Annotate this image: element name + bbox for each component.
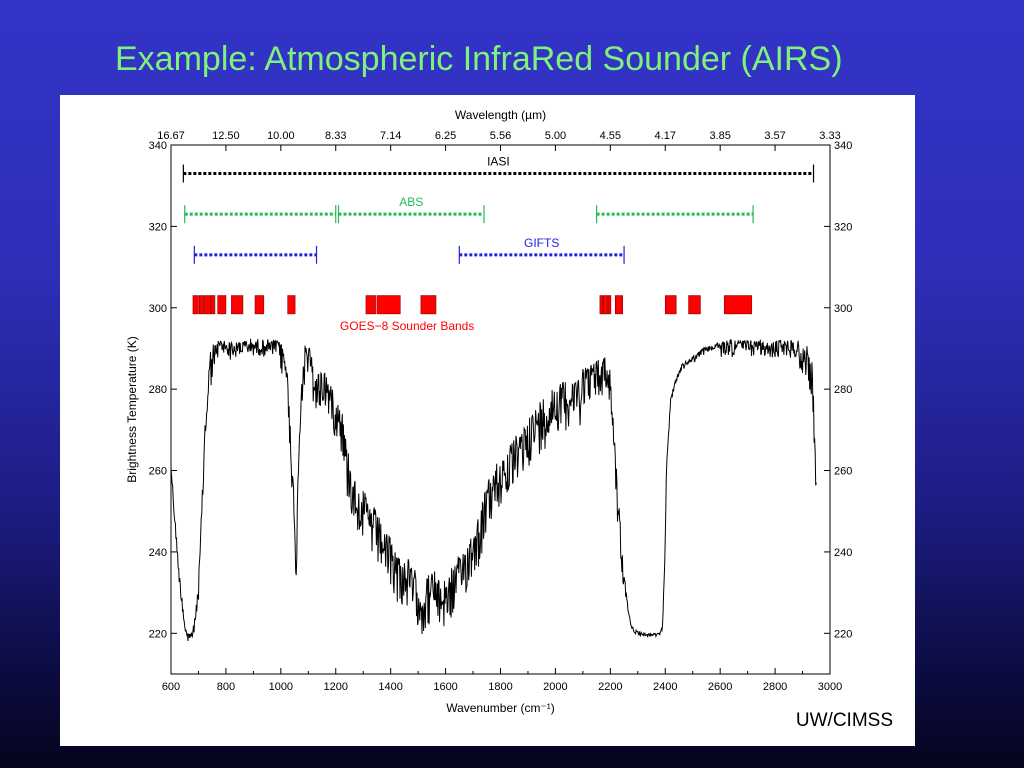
x-tick-label: 2600 [708,681,732,693]
x2-tick-label: 6.25 [435,130,456,142]
y-tick-label-right: 240 [834,547,852,559]
goes-band [614,295,623,315]
axes: 600 800 1000 1200 1400 1600 1800 2000 2200 2400 26… [149,130,853,693]
x2-tick-label: 10.00 [267,130,295,142]
y-tick-label: 340 [149,140,167,152]
x2-tick-label: 5.56 [490,130,511,142]
instrument-label: GIFTS [524,236,559,250]
x2-tick-label: 4.17 [655,130,676,142]
goes-band [231,295,244,315]
goes-band [376,295,401,315]
x2-tick-label: 16.67 [157,130,185,142]
x-tick-label: 3000 [818,681,842,693]
goes-band [198,295,204,315]
goes-band [599,295,603,315]
goes-band [217,295,227,315]
x-tick-label: 800 [217,681,235,693]
instrument-label: IASI [487,154,510,168]
y-tick-label: 220 [149,628,167,640]
x2-tick-label: 8.33 [325,130,346,142]
y-tick-label-right: 280 [834,384,852,396]
goes-band [254,295,265,315]
x-tick-label: 1000 [269,681,293,693]
x-tick-label: 2400 [653,681,677,693]
x-tick-label: 2000 [543,681,567,693]
goes-band [365,295,376,315]
instrument-ranges: IASI ABS GIFTS [182,154,815,264]
x2-tick-label: 12.50 [212,130,240,142]
y-axis-label: Brightness Temperature (K) [125,336,139,483]
x-axis-label: Wavenumber (cm⁻¹) [446,701,555,715]
y-tick-label: 280 [149,384,167,396]
goes-bands [192,295,753,315]
instrument-label: ABS [399,195,423,209]
goes-band [664,295,677,315]
y-tick-label: 320 [149,221,167,233]
x-tick-label: 2800 [763,681,787,693]
x2-tick-label: 3.57 [764,130,785,142]
goes-band [192,295,199,315]
x2-tick-label: 3.33 [819,130,840,142]
y-tick-label-right: 300 [834,303,852,315]
goes-band [287,295,296,315]
goes-band [688,295,701,315]
x2-tick-label: 5.00 [545,130,566,142]
plot-frame [170,144,831,675]
x-tick-label: 2200 [598,681,622,693]
x-tick-label: 1200 [324,681,348,693]
goes-band [607,295,612,315]
goes-bands-label: GOES−8 Sounder Bands [340,319,474,333]
x-tick-label: 1400 [378,681,402,693]
airs-spectrum-chart: IASI ABS GIFTS 600 800 1000 1200 1400 1600 1800 2… [125,108,853,715]
spectrum-series [170,338,817,641]
credit-text: UW/CIMSS [795,710,893,731]
goes-band [203,295,212,315]
goes-band [723,295,753,315]
x2-tick-label: 7.14 [380,130,401,142]
y-tick-label-right: 320 [834,221,852,233]
goes-band [420,295,437,315]
x2-axis-label: Wavelength (µm) [455,108,546,122]
slide-title: Example: Atmospheric InfraRed Sounder (A… [115,40,843,78]
x2-tick-label: 3.85 [709,130,730,142]
y-tick-label-right: 340 [834,140,852,152]
x-tick-label: 1600 [433,681,457,693]
x2-tick-label: 4.55 [600,130,621,142]
y-tick-label: 240 [149,547,167,559]
goes-band [602,295,608,315]
spectrum-line [170,338,817,641]
y-tick-label-right: 220 [834,628,852,640]
y-tick-label: 260 [149,466,167,478]
chart-panel: IASI ABS GIFTS 600 800 1000 1200 1400 1600 1800 2… [60,95,915,746]
y-tick-label-right: 260 [834,466,852,478]
x-tick-label: 1800 [488,681,512,693]
goes-band [210,295,216,315]
y-tick-label: 300 [149,303,167,315]
x-tick-label: 600 [162,681,180,693]
